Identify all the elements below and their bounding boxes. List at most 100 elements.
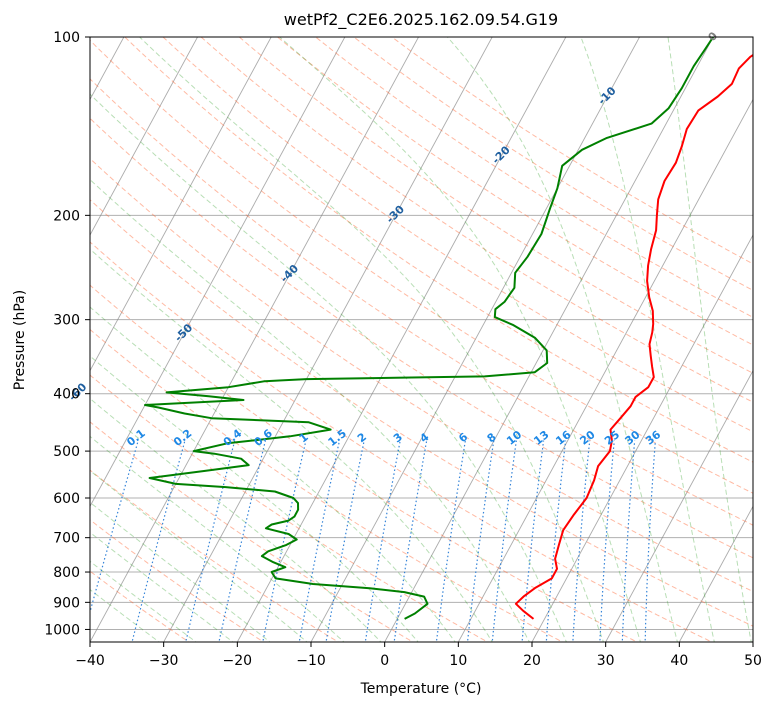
temperature-profile-line [514,53,753,620]
mixing-ratio-label: 0.6 [252,427,276,449]
x-tick-label: 10 [449,653,467,669]
moist-adiabat-line [90,469,308,642]
isotherm-line [0,24,57,645]
moist-adiabat-line [90,397,382,642]
isotherm-label: -20 [490,143,513,166]
isotherm-label: -50 [172,321,195,344]
x-tick-label: 20 [523,653,541,669]
mixing-ratio-label: 36 [643,428,663,448]
mixing-ratio-label: 0.2 [171,427,194,449]
isotherm-line [752,641,753,642]
dry-adiabat-line [90,78,753,526]
y-tick-label: 600 [53,491,80,507]
mixing-ratio-label: 8 [485,430,499,445]
moist-adiabat-line [279,37,642,642]
isotherm-line [605,369,753,642]
dewpoint-profile-line [144,37,715,620]
x-tick-label: −20 [223,653,253,669]
dry-adiabat-line [391,37,753,265]
y-tick-label: 1000 [44,622,80,638]
mixing-ratio-label: 13 [531,428,551,448]
mixing-ratio-label: 4 [418,430,432,445]
dry-adiabat-line [90,519,265,642]
moist-adiabat-line [90,178,530,642]
mixing-ratio-label: 16 [553,428,573,448]
mixing-ratio-line [466,440,495,642]
moist-adiabat-line [580,37,715,642]
dry-adiabat-line [162,37,753,433]
y-tick-label: 800 [53,565,80,581]
x-tick-label: −10 [296,653,326,669]
x-tick-label: −30 [149,653,179,669]
y-tick-label: 100 [53,30,80,46]
mixing-ratio-label: 3 [391,430,405,445]
dry-adiabat-line [276,37,753,346]
y-tick-label: 300 [53,313,80,329]
mixing-ratio-label: 6 [456,430,470,445]
dry-adiabat-line [90,117,753,559]
isopleth-labels: 0.10.20.40.611.52346810131620253036-100-… [66,29,720,449]
x-tick-label: −40 [75,653,105,669]
mixing-ratio-line [90,440,139,615]
profile-layer [144,37,753,620]
mixing-ratio-line [218,440,266,642]
chart-title: wetPf2_C2E6.2025.162.09.54.G19 [284,10,558,30]
mixing-ratio-line [521,440,545,642]
y-tick-label: 500 [53,444,80,460]
y-tick-label: 200 [53,208,80,224]
mixing-ratio-line [644,440,656,642]
isotherm-line [457,98,753,642]
isotherm-line [90,37,420,642]
moist-adiabat-line [90,435,345,642]
isotherm-label: -30 [384,203,407,226]
mixing-ratio-label: 0.1 [124,427,147,449]
mixing-ratio-line [572,440,591,642]
y-tick-label: 900 [53,595,80,611]
isotherm-line [236,37,567,642]
mixing-ratio-label: 0.4 [221,427,245,449]
moist-adiabat-line [90,355,419,642]
moist-adiabat-line [90,531,234,642]
x-tick-label: 0 [380,653,389,669]
moist-adiabat-line [667,37,752,642]
moist-adiabat-line [139,37,605,642]
moist-adiabat-line [90,93,568,642]
isotherm-line [90,37,346,508]
mixing-ratio-line [262,440,307,642]
mixing-ratio-line [364,440,401,642]
mixing-ratio-label: 20 [578,428,598,448]
moist-adiabat-line [90,248,493,642]
dry-adiabat-line [238,37,753,374]
mixing-ratio-label: 2 [355,430,369,445]
background-grid [0,24,753,645]
dry-adiabat-line [200,37,753,403]
plot-frame [89,36,754,643]
isotherm-line [163,37,493,642]
y-tick-label: 400 [53,387,80,403]
isotherm-line [90,37,199,236]
isotherm-line [90,37,272,372]
dry-adiabat-line [90,570,190,642]
dry-adiabat-line [90,241,713,642]
mixing-ratio-line [545,440,567,642]
moist-adiabat-line [447,37,678,642]
mixing-ratio-line [491,440,517,642]
mixing-ratio-line [298,440,341,642]
dry-adiabat-line [90,469,340,642]
mixing-ratio-line [393,440,428,642]
x-axis-label: Temperature (°C) [360,681,482,697]
moist-adiabat-line [90,501,271,642]
mixing-ratio-label: 25 [602,428,622,448]
x-tick-label: 30 [597,653,615,669]
axes: −40 −30 −20 −10 0 10 20 30 40 5010020030040050060… [44,30,762,669]
y-axis-label: Pressure (hPa) [12,290,28,390]
dry-adiabat-line [90,199,753,627]
moist-adiabat-line [90,306,456,642]
mixing-ratio-line [131,440,186,642]
dry-adiabat-line [124,37,753,463]
x-tick-label: 40 [670,653,688,669]
isotherm-label: -40 [278,262,301,285]
x-tick-label: 50 [744,653,762,669]
dry-adiabat-line [90,374,489,642]
